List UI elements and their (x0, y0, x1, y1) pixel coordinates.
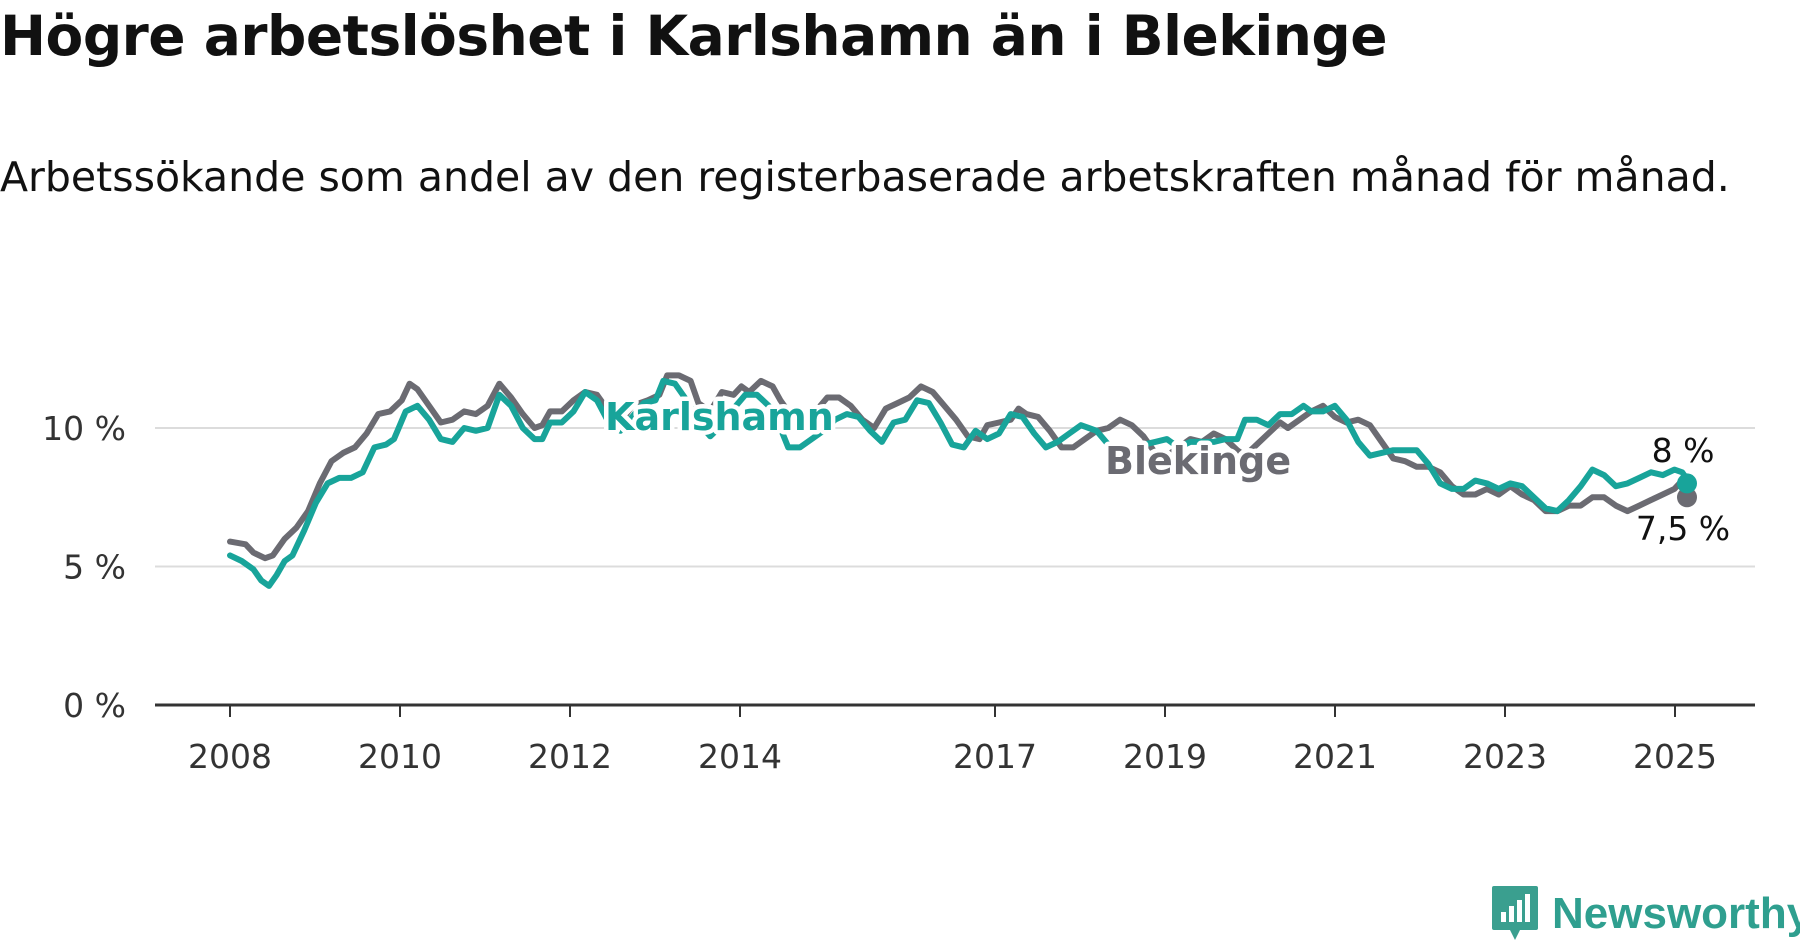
series-labels: Karlshamn Blekinge (601, 391, 1296, 488)
x-tick-label: 2025 (1633, 737, 1717, 776)
series-label-karlshamn: Karlshamn (605, 395, 834, 439)
page-title: Högre arbetslöshet i Karlshamn än i Blek… (0, 4, 1388, 68)
x-tick-label: 2017 (953, 737, 1037, 776)
series-line-blekinge (227, 372, 1693, 562)
gridlines (155, 427, 1755, 568)
end-marker-blekinge (1677, 487, 1697, 508)
brand-name: Newsworthy (1552, 889, 1800, 938)
x-tick-label: 2023 (1463, 737, 1547, 776)
x-axis-ticks: 2008 2010 2012 2014 2017 2019 2021 2023 2025 (188, 705, 1717, 776)
x-tick-label: 2008 (188, 737, 272, 776)
y-tick-label: 0 % (63, 686, 126, 725)
series-lines (227, 372, 1693, 589)
y-tick-label: 10 % (42, 409, 126, 448)
x-tick-label: 2012 (528, 737, 612, 776)
end-label-blekinge: 7,5 % (1636, 509, 1730, 548)
y-axis-ticks: 0 % 5 % 10 % (42, 409, 126, 725)
series-line-karlshamn (227, 377, 1693, 589)
end-marker-karlshamn (1677, 473, 1697, 494)
newsworthy-logo-icon (1492, 886, 1538, 940)
end-markers: 8 % 7,5 % (1636, 431, 1730, 548)
x-tick-label: 2014 (698, 737, 782, 776)
x-tick-label: 2019 (1123, 737, 1207, 776)
y-tick-label: 5 % (63, 548, 126, 587)
chart-subtitle: Arbetssökande som andel av den registerb… (0, 153, 1730, 201)
x-tick-label: 2010 (358, 737, 442, 776)
end-label-karlshamn: 8 % (1652, 431, 1715, 470)
series-label-blekinge: Blekinge (1105, 439, 1291, 483)
x-tick-label: 2021 (1293, 737, 1377, 776)
newsworthy-brand: Newsworthy (1490, 884, 1800, 944)
